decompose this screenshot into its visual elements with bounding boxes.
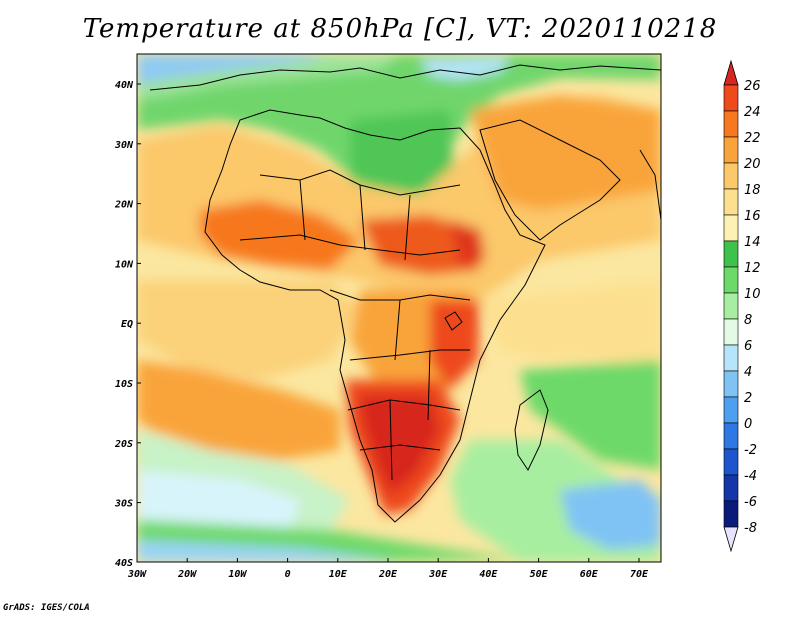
colorbar-swatch [723, 214, 739, 242]
colorbar-label: -2 [744, 443, 757, 458]
lat-label: 30S [114, 499, 133, 510]
colorbar-swatch [723, 396, 739, 424]
colorbar-bottom-arrow [723, 526, 739, 553]
colorbar-swatch [723, 266, 739, 294]
colorbar-label: 4 [744, 365, 752, 380]
lon-label: 10E [329, 569, 348, 580]
colorbar-label: 14 [744, 235, 761, 250]
colorbar-swatch [723, 292, 739, 320]
temperature-field [137, 54, 661, 562]
colorbar-swatch [723, 344, 739, 372]
colorbar-label: 22 [744, 131, 761, 146]
lon-label: 40E [479, 569, 498, 580]
lat-label: 40N [115, 80, 134, 91]
lon-label: 10W [228, 569, 247, 580]
colorbar-label: 8 [744, 313, 752, 328]
colorbar-swatch [723, 84, 739, 112]
lon-label: 0 [285, 569, 291, 580]
colorbar-swatch [723, 474, 739, 502]
coastlines [149, 64, 661, 523]
colorbar-label: 16 [744, 209, 761, 224]
lat-label: 30N [114, 140, 134, 151]
colorbar-label: 0 [744, 417, 752, 432]
colorbar-swatch [723, 370, 739, 398]
colorbar-label: 24 [744, 105, 761, 120]
lat-label: 20S [114, 439, 133, 450]
lat-label: 10S [115, 379, 133, 390]
map-title: Temperature at 850hPa [C], VT: 202011021… [82, 14, 718, 44]
map-frame [136, 53, 662, 563]
colorbar-swatch [723, 136, 739, 164]
colorbar-swatch [723, 162, 739, 190]
colorbar-swatch [723, 422, 739, 450]
colorbar-swatch [723, 448, 739, 476]
lon-label: 50E [530, 569, 549, 580]
colorbar-swatch [723, 318, 739, 346]
lon-label: 20E [378, 569, 398, 580]
lat-label: 10N [115, 259, 134, 270]
colorbar-label: 18 [744, 183, 761, 198]
longitude-labels: 30W 20W 10W 0 10E 20E 30E 40E 50E 60E 70E [127, 569, 649, 580]
lon-label: 60E [580, 569, 599, 580]
colorbar-label: -4 [744, 469, 757, 484]
colorbar-label: 2 [744, 391, 752, 406]
colorbar-top-arrow [723, 59, 739, 86]
colorbar-swatch [723, 500, 739, 528]
colorbar-label: 20 [744, 157, 761, 172]
colorbar-swatch [723, 110, 739, 138]
longitude-ticks [136, 558, 640, 562]
colorbar-swatch [723, 240, 739, 268]
lat-label: 20N [114, 200, 134, 211]
lon-label: 20W [177, 569, 197, 580]
latitude-ticks [137, 83, 141, 563]
latitude-labels: 40N 30N 20N 10N EQ 10S 20S 30S 40S [114, 80, 134, 569]
colorbar-label: 12 [744, 261, 761, 276]
lat-label: 40S [115, 558, 133, 569]
lat-label: EQ [121, 319, 133, 330]
colorbar-swatch [723, 188, 739, 216]
colorbar-label: 26 [744, 79, 761, 94]
lon-label: 30E [428, 569, 448, 580]
lon-label: 30W [127, 569, 147, 580]
credit-label: GrADS: IGES/COLA [3, 603, 90, 613]
colorbar-label: 10 [744, 287, 761, 302]
colorbar-label: 6 [744, 339, 752, 354]
lon-label: 70E [630, 569, 649, 580]
colorbar-label: -6 [744, 495, 757, 510]
colorbar-label: -8 [744, 521, 757, 536]
